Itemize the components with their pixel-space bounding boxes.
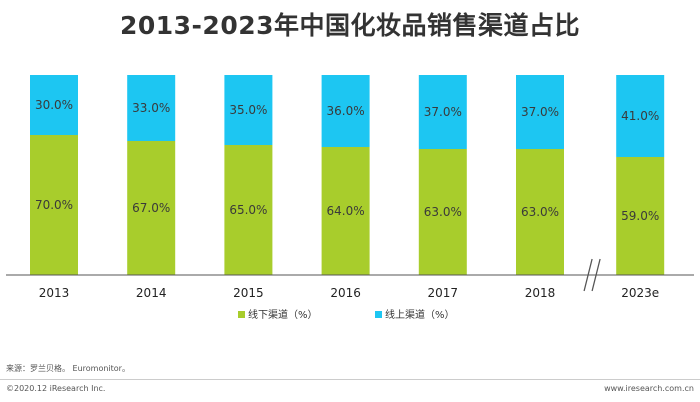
data-label-offline-2014: 67.0% [132, 201, 170, 215]
legend-swatch-online [375, 311, 382, 318]
x-tick-label-2018: 2018 [525, 286, 556, 300]
source-note: 来源：罗兰贝格。 Euromonitor。 [6, 364, 130, 373]
legend-label-offline: 线下渠道（%） [248, 308, 318, 321]
bars-group [30, 75, 665, 275]
x-tick-label-2013: 2013 [39, 286, 70, 300]
website-text: www.iresearch.com.cn [604, 384, 694, 393]
bar-segment-online-2016 [321, 75, 370, 147]
bar-segment-online-2014 [127, 75, 176, 141]
bar-segment-offline-2018 [516, 149, 564, 275]
x-tick-label-2017: 2017 [428, 286, 459, 300]
copyright-text: ©2020.12 iResearch Inc. [6, 384, 106, 393]
data-label-online-2013: 30.0% [35, 98, 73, 112]
bar-segment-online-2015 [224, 75, 273, 145]
bar-segment-online-2018 [516, 75, 564, 149]
axis-break-slash-2 [591, 258, 601, 292]
bar-segment-online-2017 [418, 75, 467, 149]
data-label-offline-2017: 63.0% [424, 205, 462, 219]
bar-segment-online-2013 [30, 75, 78, 135]
data-label-offline-2013: 70.0% [35, 198, 73, 212]
data-label-offline-2018: 63.0% [521, 205, 559, 219]
legend-swatch-offline [238, 311, 245, 318]
data-label-offline-2016: 64.0% [327, 204, 365, 218]
bar-labels-group: 70.0% 30.0% 67.0% 33.0% 65.0% 35.0% 64.0% 36.0%… [35, 98, 659, 223]
bar-segment-offline-2013 [30, 135, 78, 275]
footer-divider [0, 379, 700, 380]
legend-label-online: 线上渠道（%） [385, 308, 455, 321]
x-tick-label-2016: 2016 [330, 286, 361, 300]
bar-segment-offline-2016 [321, 147, 370, 275]
data-label-online-2015: 35.0% [229, 103, 267, 117]
data-label-online-2017: 37.0% [424, 105, 462, 119]
bar-segment-offline-2015 [224, 145, 273, 275]
data-label-online-2016: 36.0% [327, 104, 365, 118]
data-label-offline-2023e: 59.0% [621, 209, 659, 223]
bar-segment-online-2023e [616, 75, 665, 157]
x-tick-label-2023e: 2023e [621, 286, 659, 300]
legend: 线下渠道（%） 线上渠道（%） [238, 308, 455, 321]
data-label-online-2014: 33.0% [132, 101, 170, 115]
bar-segment-offline-2017 [418, 149, 467, 275]
x-tick-label-2014: 2014 [136, 286, 167, 300]
axis-break-slash-1 [583, 258, 593, 292]
x-tick-label-2015: 2015 [233, 286, 264, 300]
x-tick-labels-group: 2013 2014 2015 2016 2017 2018 2023e [39, 286, 659, 300]
chart-title: 2013-2023年中国化妆品销售渠道占比 [119, 11, 581, 40]
data-label-online-2023e: 41.0% [621, 109, 659, 123]
bar-segment-offline-2023e [616, 157, 665, 275]
data-label-offline-2015: 65.0% [229, 203, 267, 217]
bar-segment-offline-2014 [127, 141, 176, 275]
data-label-online-2018: 37.0% [521, 105, 559, 119]
axis-break-marker [583, 258, 601, 292]
